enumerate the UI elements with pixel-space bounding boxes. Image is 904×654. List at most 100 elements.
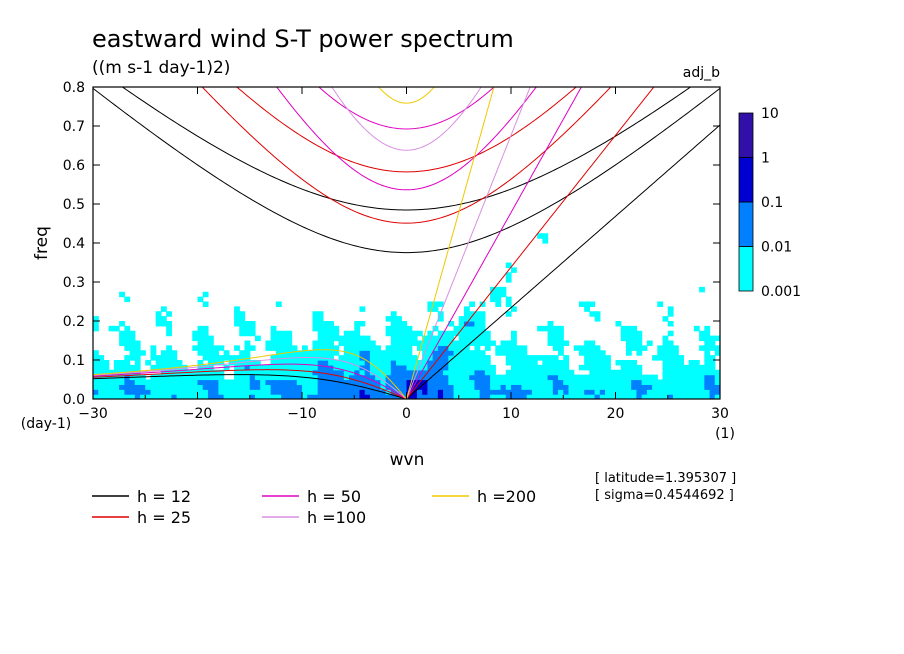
spectrum-cell <box>693 389 700 395</box>
spectrum-cell <box>667 340 674 346</box>
spectrum-cell <box>202 355 209 361</box>
spectrum-cell <box>547 374 554 381</box>
inertia-gravity-curve <box>378 87 435 104</box>
spectrum-cell <box>699 389 705 395</box>
spectrum-cell <box>427 389 434 395</box>
spectrum-cell <box>275 350 282 356</box>
spectrum-cell <box>474 340 481 346</box>
kelvin-curve <box>406 124 720 399</box>
spectrum-cell <box>390 379 397 385</box>
spectrum-cell <box>505 389 512 395</box>
spectrum-cell <box>688 379 695 385</box>
spectrum-cell <box>254 379 261 385</box>
spectrum-cell <box>500 384 507 390</box>
spectrum-cell <box>558 330 564 337</box>
spectrum-cell <box>322 389 329 395</box>
x-axis: −30 −20 −10 0 10 20 30 <box>78 87 729 422</box>
spectrum-cell <box>511 394 517 399</box>
spectrum-cell <box>275 330 282 337</box>
spectrum-cell <box>657 379 664 385</box>
spectrum-cell <box>328 394 334 399</box>
spectrum-cell <box>552 330 559 337</box>
spectrum-cell <box>699 379 705 385</box>
spectrum-cell <box>181 389 188 395</box>
spectrum-cell <box>427 306 434 312</box>
spectrum-cell <box>704 379 711 385</box>
spectrum-cell <box>401 364 408 371</box>
spectrum-cell <box>234 345 240 351</box>
spectrum-cell <box>197 384 204 390</box>
spectrum-cell <box>511 369 517 376</box>
spectrum-cell <box>166 369 172 376</box>
colorbar-label: 10 <box>761 106 779 122</box>
spectrum-cell <box>145 384 152 390</box>
spectrum-cell <box>228 389 235 395</box>
spectrum-cell <box>406 340 413 346</box>
spectrum-cell <box>584 340 590 346</box>
spectrum-cell <box>181 394 188 399</box>
spectrum-cell <box>160 379 167 385</box>
spectrum-cell <box>317 364 324 371</box>
spectrum-cell <box>432 355 439 361</box>
spectrum-cell <box>166 394 172 399</box>
spectrum-cell <box>511 379 517 385</box>
spectrum-cell <box>605 384 611 390</box>
spectrum-cell <box>401 360 408 366</box>
spectrum-cell <box>709 335 716 342</box>
spectrum-cell <box>119 291 125 298</box>
spectrum-cell <box>437 340 444 346</box>
spectrum-cell <box>427 350 434 356</box>
spectrum-cell <box>260 384 267 390</box>
spectrum-cell <box>286 389 293 395</box>
spectrum-cell <box>93 316 99 322</box>
spectrum-cell <box>317 360 324 366</box>
spectrum-cell <box>213 379 219 385</box>
spectrum-cell <box>448 389 455 395</box>
spectrum-cell <box>124 384 131 390</box>
spectrum-cell <box>317 321 324 327</box>
spectrum-cell <box>239 364 246 371</box>
spectrum-cell <box>594 379 601 385</box>
spectrum-cell <box>443 384 449 390</box>
spectrum-cell <box>239 384 246 390</box>
chart-tag: adj_b <box>683 65 720 81</box>
spectrum-cell <box>699 335 705 342</box>
spectrum-cell <box>599 364 606 371</box>
spectrum-cell <box>448 330 455 337</box>
y-tick-label: 0.7 <box>63 119 85 135</box>
spectrum-cell <box>495 350 502 356</box>
spectrum-cell <box>338 335 345 342</box>
spectrum-cell <box>599 355 606 361</box>
spectrum-cell <box>380 394 387 399</box>
spectrum-cell <box>218 345 225 351</box>
spectrum-cell <box>448 369 455 376</box>
spectrum-cell <box>584 389 590 395</box>
spectrum-cell <box>479 369 486 376</box>
spectrum-cell <box>119 379 125 385</box>
spectrum-cell <box>589 384 596 390</box>
spectrum-cell <box>322 374 329 381</box>
spectrum-cell <box>683 394 690 399</box>
spectrum-cell <box>364 364 371 371</box>
spectrum-cell <box>93 360 99 366</box>
spectrum-cell <box>275 389 282 395</box>
inertia-gravity-curve <box>318 87 495 130</box>
spectrum-cell <box>202 374 209 381</box>
spectrum-cell <box>662 340 669 346</box>
spectrum-cell <box>380 350 387 356</box>
spectrum-cell <box>176 360 183 366</box>
spectrum-cell <box>103 360 110 366</box>
spectrum-cell <box>458 316 465 322</box>
spectrum-cell <box>406 379 413 385</box>
spectrum-cell <box>511 330 517 337</box>
spectrum-cell <box>709 389 716 395</box>
spectrum-cell <box>108 325 115 332</box>
spectrum-cell <box>317 335 324 342</box>
spectrum-cell <box>667 374 674 381</box>
spectrum-cell <box>625 394 632 399</box>
spectrum-cell <box>270 330 277 337</box>
spectrum-cell <box>396 384 402 390</box>
inertia-gravity-curve <box>93 87 720 254</box>
spectrum-cell <box>333 369 340 376</box>
spectrum-cell <box>129 379 136 385</box>
